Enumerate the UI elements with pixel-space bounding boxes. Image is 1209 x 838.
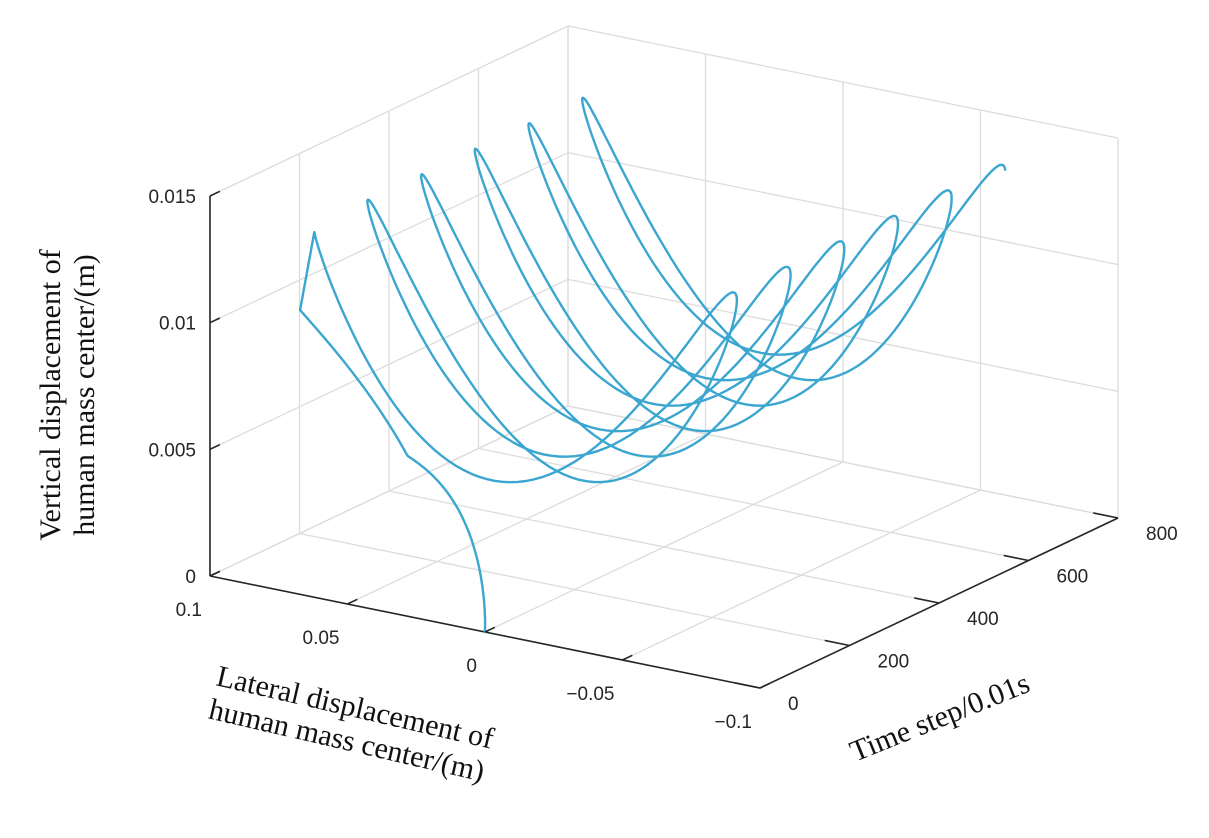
wall-grid-line [567,25,1119,139]
x-tick-label: −0.05 [566,684,614,705]
y-tick-label: 600 [1057,567,1089,588]
z-axis-title-line: Vertical displacement of [34,249,67,541]
wall-grid-line [209,405,569,577]
wall-grid-line [209,25,569,197]
y-tick-mark [914,597,940,604]
floor-grid-line [299,532,850,647]
z-axis-title-line: human mass center/(m) [68,254,101,536]
z-tick-label: 0.005 [148,440,196,461]
y-tick-label: 200 [878,652,910,673]
z-tick-mark [209,570,221,577]
z-tick-mark [209,317,221,324]
y-tick-label: 400 [967,609,999,630]
y-axis-title-line: Time step/0.01s [845,666,1034,768]
x-tick-label: −0.1 [714,712,752,733]
z-axis-title: Vertical displacement ofhuman mass cente… [34,249,101,541]
x-tick-mark [347,598,358,605]
x-axis-title: Lateral displacement ofhuman mass center… [206,660,497,789]
z-tick-label: 0.015 [148,187,196,208]
series-layer [298,96,1007,634]
z-tick-mark [209,190,221,197]
x-tick-mark [622,654,633,661]
floor-grid-line [388,490,940,604]
y-tick-mark [1003,554,1029,562]
wall-grid-line [567,152,1119,266]
z-tick-mark [209,443,221,451]
y-tick-mark [735,682,761,689]
wall-grid-line [209,278,569,450]
y-tick-mark [824,639,850,647]
x-tick-label: 0.1 [176,600,202,621]
x-tick-mark [484,626,496,633]
y-axis-title: Time step/0.01s [845,666,1034,768]
z-tick-label: 0 [185,567,196,588]
floor-grid-line [478,447,1029,562]
y-tick-label: 0 [788,694,799,715]
y-tick-mark [1093,512,1119,519]
z-tick-label: 0.01 [159,314,196,335]
grid-layer [209,25,1119,689]
series-line [298,96,1007,634]
y-tick-label: 800 [1146,524,1178,545]
x-tick-label: 0 [466,656,477,677]
x-tick-label: 0.05 [303,628,340,649]
tick-layer: 0.1 0.05 0 −0.05 −0.1 0 200 400 600 800 0 0.005 0.01… [148,187,1177,733]
x-tick-mark [759,682,771,689]
wall-grid-line [567,405,1119,519]
